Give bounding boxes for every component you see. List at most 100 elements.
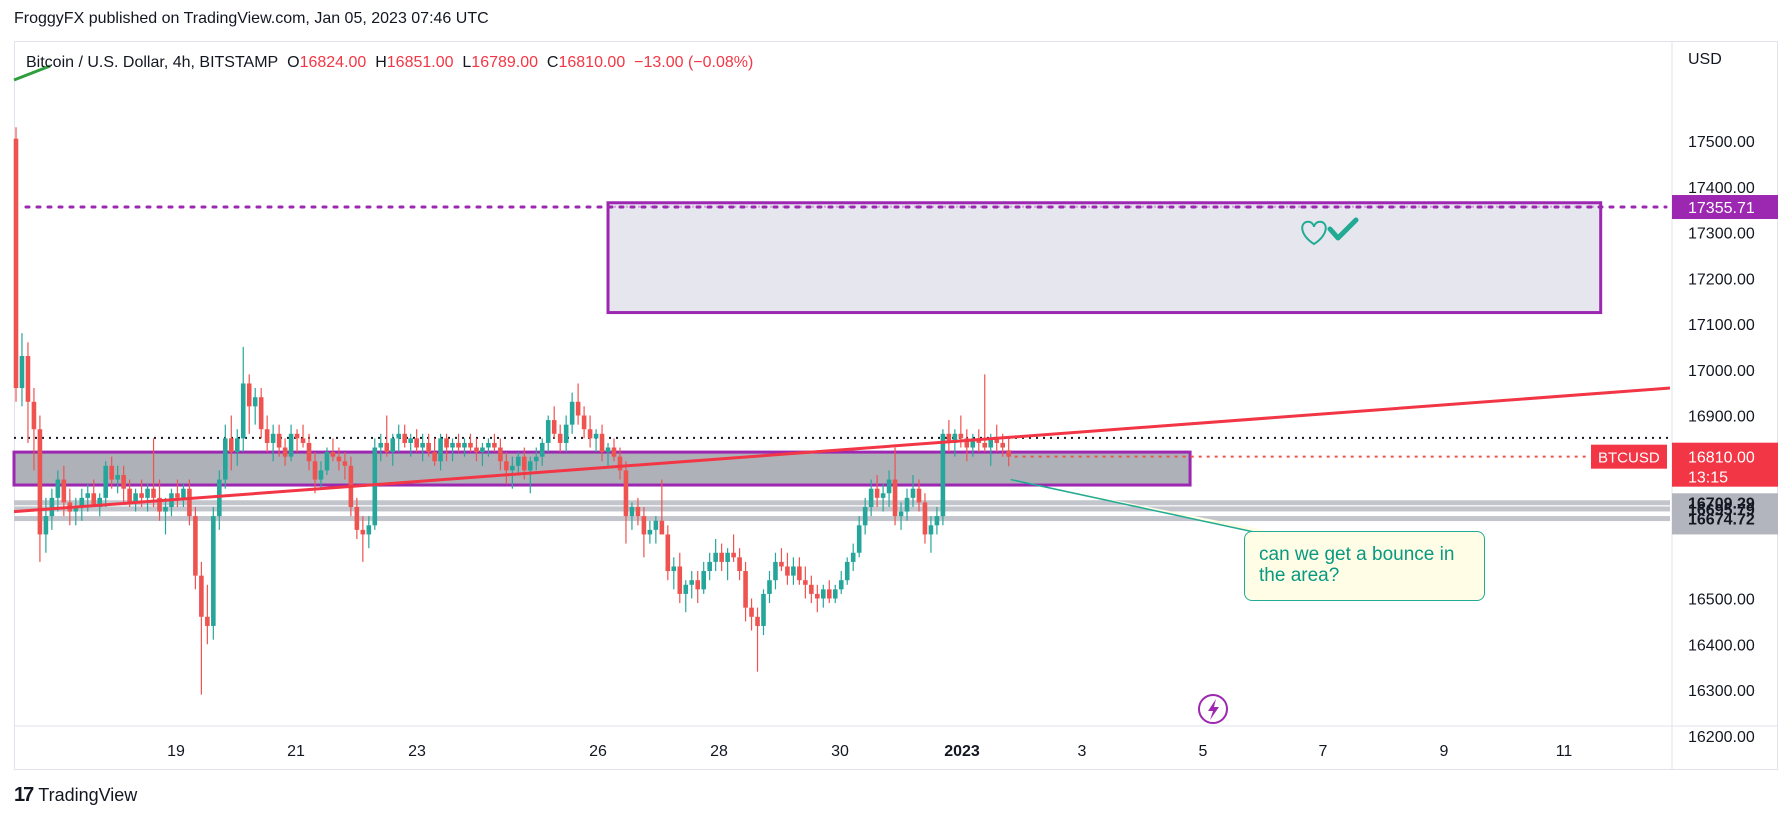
candle-body[interactable] — [312, 461, 318, 480]
candle-body[interactable] — [665, 534, 671, 572]
candle-body[interactable] — [234, 438, 240, 453]
candle-body[interactable] — [677, 566, 683, 594]
candle-body[interactable] — [1006, 450, 1011, 457]
candle-body[interactable] — [719, 552, 724, 562]
candle-body[interactable] — [360, 529, 366, 535]
candle-body[interactable] — [635, 507, 641, 517]
candle-body[interactable] — [492, 442, 497, 448]
candle-body[interactable] — [940, 433, 946, 517]
support-line[interactable] — [14, 506, 1670, 512]
candle-body[interactable] — [623, 470, 629, 517]
candle-body[interactable] — [653, 520, 659, 530]
candle-body[interactable] — [856, 525, 862, 553]
candle-body[interactable] — [223, 438, 228, 480]
candle-body[interactable] — [659, 520, 665, 535]
candle-body[interactable] — [408, 438, 413, 443]
candle-body[interactable] — [1000, 442, 1005, 448]
candle-body[interactable] — [468, 442, 473, 448]
candle-body[interactable] — [181, 488, 186, 498]
candle-body[interactable] — [725, 552, 730, 562]
candle-body[interactable] — [252, 397, 258, 407]
candle-body[interactable] — [109, 465, 114, 480]
candle-body[interactable] — [904, 497, 910, 512]
candle-body[interactable] — [163, 507, 168, 512]
support-line[interactable] — [14, 500, 1670, 506]
candle-body[interactable] — [217, 479, 222, 517]
candle-body[interactable] — [55, 479, 61, 498]
candle-body[interactable] — [749, 607, 754, 617]
candle-body[interactable] — [581, 415, 587, 430]
candle-body[interactable] — [115, 474, 120, 480]
candle-body[interactable] — [414, 438, 419, 448]
candle-body[interactable] — [916, 488, 922, 503]
candle-body[interactable] — [958, 433, 964, 439]
candle-body[interactable] — [402, 433, 407, 443]
candle-body[interactable] — [270, 433, 276, 443]
candle-body[interactable] — [300, 438, 306, 443]
candle-body[interactable] — [522, 456, 527, 471]
candle-body[interactable] — [474, 447, 479, 453]
candle-body[interactable] — [826, 589, 832, 599]
candle-body[interactable] — [228, 438, 234, 453]
footer-logo[interactable]: 17 TradingView — [14, 784, 137, 807]
candle-body[interactable] — [97, 497, 103, 507]
candle-body[interactable] — [761, 593, 766, 626]
candle-body[interactable] — [127, 488, 132, 503]
candle-body[interactable] — [844, 561, 850, 581]
candle-body[interactable] — [432, 452, 437, 462]
chart-frame[interactable] — [14, 41, 1778, 770]
candle-body[interactable] — [103, 465, 108, 498]
candle-body[interactable] — [988, 438, 994, 448]
candle-body[interactable] — [187, 488, 192, 517]
candle-body[interactable] — [480, 447, 485, 453]
candle-body[interactable] — [205, 616, 210, 626]
candle-body[interactable] — [815, 593, 820, 599]
candle-body[interactable] — [396, 433, 402, 439]
candle-body[interactable] — [731, 552, 736, 558]
candle-body[interactable] — [288, 433, 294, 457]
candle-body[interactable] — [922, 502, 928, 535]
candle-body[interactable] — [342, 461, 348, 466]
candle-body[interactable] — [73, 507, 79, 512]
candle-body[interactable] — [276, 433, 282, 448]
candle-body[interactable] — [199, 575, 204, 617]
candle-body[interactable] — [593, 433, 599, 439]
candle-body[interactable] — [193, 516, 198, 576]
candle-body[interactable] — [803, 580, 808, 585]
candle-body[interactable] — [49, 497, 55, 517]
candle-body[interactable] — [37, 429, 43, 535]
candle-body[interactable] — [145, 488, 150, 498]
candle-body[interactable] — [19, 356, 25, 389]
candle-body[interactable] — [246, 383, 252, 407]
candle-body[interactable] — [832, 589, 838, 599]
candle-body[interactable] — [671, 566, 677, 572]
candle-body[interactable] — [456, 442, 461, 448]
candle-body[interactable] — [838, 580, 844, 590]
candle-body[interactable] — [785, 566, 790, 576]
candle-body[interactable] — [862, 507, 868, 526]
candle-body[interactable] — [970, 438, 976, 448]
candle-body[interactable] — [282, 447, 288, 457]
candle-body[interactable] — [91, 493, 97, 507]
candle-body[interactable] — [258, 397, 264, 430]
candle-body[interactable] — [880, 493, 886, 498]
candle-body[interactable] — [240, 383, 246, 439]
candle-body[interactable] — [450, 442, 455, 448]
candle-body[interactable] — [689, 580, 695, 585]
candle-body[interactable] — [324, 452, 330, 471]
candle-body[interactable] — [121, 474, 126, 489]
candle-body[interactable] — [910, 488, 916, 498]
symbol-title[interactable]: Bitcoin / U.S. Dollar, 4h, BITSTAMP — [26, 54, 279, 71]
candle-body[interactable] — [892, 479, 898, 517]
candle-body[interactable] — [952, 433, 958, 443]
candle-body[interactable] — [516, 456, 521, 466]
candle-body[interactable] — [175, 493, 180, 498]
candle-body[interactable] — [809, 584, 814, 594]
candle-body[interactable] — [151, 488, 156, 498]
candle-body[interactable] — [713, 552, 718, 562]
candle-body[interactable] — [737, 557, 742, 572]
candle-body[interactable] — [898, 511, 904, 517]
candle-body[interactable] — [504, 461, 509, 471]
candle-body[interactable] — [982, 442, 988, 448]
trendline[interactable] — [13, 386, 1671, 514]
